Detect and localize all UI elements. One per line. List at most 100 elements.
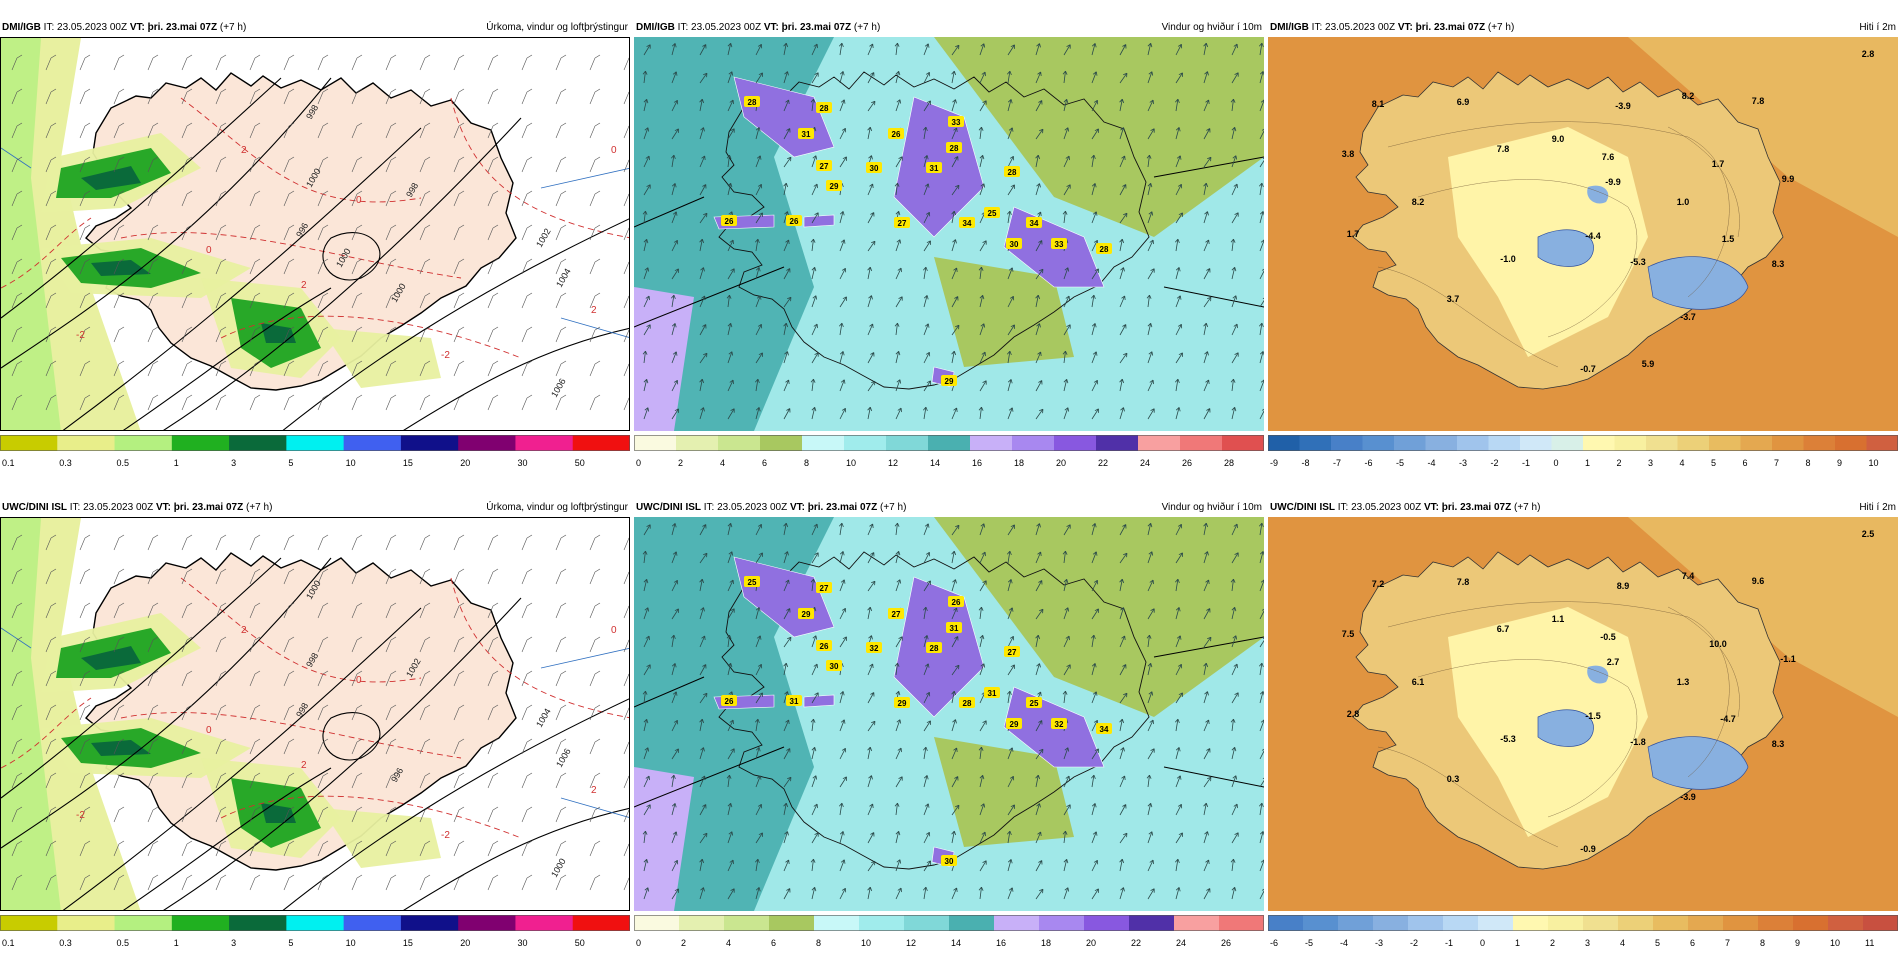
svg-text:30: 30 bbox=[945, 857, 954, 866]
svg-text:25: 25 bbox=[1030, 699, 1039, 708]
temperature-value: -5.3 bbox=[1500, 734, 1516, 744]
svg-text:26: 26 bbox=[790, 217, 799, 226]
colorbar-swatch bbox=[760, 435, 803, 451]
temperature-value: -1.0 bbox=[1500, 254, 1516, 264]
colorbar-swatch bbox=[844, 435, 887, 451]
temperature-value: 7.8 bbox=[1752, 96, 1765, 106]
colorbar-swatch bbox=[1129, 915, 1175, 931]
panel-header: DMI/IGB IT: 23.05.2023 00Z VT: þri. 23.m… bbox=[1268, 20, 1898, 36]
panel-header: DMI/IGB IT: 23.05.2023 00Z VT: þri. 23.m… bbox=[0, 20, 630, 36]
colorbar-tick-label: 10 bbox=[861, 938, 871, 948]
colorbar-swatch bbox=[1096, 435, 1139, 451]
svg-text:31: 31 bbox=[988, 689, 997, 698]
colorbar-swatch bbox=[1709, 435, 1741, 451]
svg-text:33: 33 bbox=[1055, 240, 1064, 249]
gust-value: 30 bbox=[866, 162, 882, 173]
colorbar-swatch bbox=[970, 435, 1013, 451]
colorbar-tick-label: 0.3 bbox=[59, 938, 72, 948]
colorbar-swatch bbox=[1373, 915, 1409, 931]
temperature-value: 8.3 bbox=[1772, 259, 1785, 269]
colorbar-swatch bbox=[634, 915, 680, 931]
init-time: IT: 23.05.2023 00Z bbox=[41, 22, 130, 33]
svg-text:26: 26 bbox=[725, 697, 734, 706]
temperature-value: 10.0 bbox=[1709, 639, 1727, 649]
colorbar-tick-label: -7 bbox=[1333, 458, 1341, 468]
temperature-value: 1.1 bbox=[1552, 614, 1565, 624]
colorbar-tick-label: 20 bbox=[460, 458, 470, 468]
lead-time: (+7 h) bbox=[1485, 22, 1514, 33]
temperature-label: -2 bbox=[76, 330, 85, 341]
svg-text:28: 28 bbox=[963, 699, 972, 708]
valid-time: VT: þri. 23.mai 07Z bbox=[790, 502, 877, 513]
colorbar-swatch bbox=[1268, 915, 1304, 931]
colorbar-tick-label: -5 bbox=[1396, 458, 1404, 468]
temperature-value: -1.8 bbox=[1630, 737, 1646, 747]
colorbar-tick-label: 10 bbox=[846, 458, 856, 468]
colorbar-tick-label: 16 bbox=[972, 458, 982, 468]
colorbar-tick-label: 0.1 bbox=[2, 458, 15, 468]
temperature-label: 0 bbox=[356, 195, 362, 206]
panel-title: Úrkoma, vindur og loftþrýstingur bbox=[486, 20, 628, 36]
temperature-value: 1.3 bbox=[1677, 677, 1690, 687]
temperature-value: 2.8 bbox=[1347, 709, 1360, 719]
temperature-value: 7.5 bbox=[1342, 629, 1355, 639]
gust-value: 29 bbox=[941, 375, 957, 386]
colorbar-swatch bbox=[1174, 915, 1220, 931]
svg-text:29: 29 bbox=[945, 377, 954, 386]
valid-time: VT: þri. 23.mai 07Z bbox=[130, 22, 217, 33]
colorbar-swatch bbox=[573, 915, 630, 931]
colorbar-tick-label: 18 bbox=[1014, 458, 1024, 468]
colorbar-tick-label: 1 bbox=[1515, 938, 1520, 948]
gust-value: 28 bbox=[926, 642, 942, 653]
colorbar-tick-label: 5 bbox=[1655, 938, 1660, 948]
colorbar-swatch bbox=[286, 915, 344, 931]
svg-text:26: 26 bbox=[892, 130, 901, 139]
gust-value: 28 bbox=[744, 96, 760, 107]
colorbar-swatch bbox=[1408, 915, 1444, 931]
colorbar-tick-label: -3 bbox=[1459, 458, 1467, 468]
colorbar-tick-label: 4 bbox=[1680, 458, 1685, 468]
gust-value: 27 bbox=[816, 160, 832, 171]
colorbar-swatch bbox=[401, 435, 459, 451]
model-source: UWC/DINI ISL bbox=[636, 502, 701, 513]
colorbar-swatch bbox=[1012, 435, 1055, 451]
colorbar-swatch bbox=[115, 435, 173, 451]
model-source: UWC/DINI ISL bbox=[2, 502, 67, 513]
colorbar-tick-label: -6 bbox=[1270, 938, 1278, 948]
colorbar-swatch bbox=[1552, 435, 1584, 451]
temperature-value: 1.5 bbox=[1722, 234, 1735, 244]
colorbar-swatch bbox=[515, 915, 573, 931]
colorbar-tick-label: 4 bbox=[726, 938, 731, 948]
colorbar-tick-label: 9 bbox=[1795, 938, 1800, 948]
panel-header: DMI/IGB IT: 23.05.2023 00Z VT: þri. 23.m… bbox=[634, 20, 1264, 36]
gust-value: 27 bbox=[888, 608, 904, 619]
colorbar-tick-label: 4 bbox=[720, 458, 725, 468]
gust-value: 29 bbox=[798, 608, 814, 619]
temperature-value: 5.9 bbox=[1642, 359, 1655, 369]
colorbar-tick-label: 50 bbox=[575, 938, 585, 948]
colorbar-swatch bbox=[1222, 435, 1264, 451]
svg-text:27: 27 bbox=[892, 610, 901, 619]
colorbar-swatch bbox=[718, 435, 761, 451]
temperature-value: 7.8 bbox=[1457, 577, 1470, 587]
temperature-label: -2 bbox=[441, 830, 450, 841]
gust-value: 31 bbox=[786, 695, 802, 706]
colorbar-tick-label: 26 bbox=[1221, 938, 1231, 948]
lead-time: (+7 h) bbox=[877, 502, 906, 513]
colorbar-tick-label: 10 bbox=[346, 458, 356, 468]
gust-value: 34 bbox=[1026, 217, 1042, 228]
valid-time: VT: þri. 23.mai 07Z bbox=[1424, 502, 1511, 513]
colorbar-tick-label: 16 bbox=[996, 938, 1006, 948]
temperature-value: -3.9 bbox=[1615, 101, 1631, 111]
colorbar-tick-label: 20 bbox=[1056, 458, 1066, 468]
colorbar-swatch bbox=[1793, 915, 1829, 931]
colorbar-tick-label: 2 bbox=[1617, 458, 1622, 468]
colorbar-swatch bbox=[1268, 435, 1300, 451]
temperature-label: -2 bbox=[76, 810, 85, 821]
model-source: UWC/DINI ISL bbox=[1270, 502, 1335, 513]
